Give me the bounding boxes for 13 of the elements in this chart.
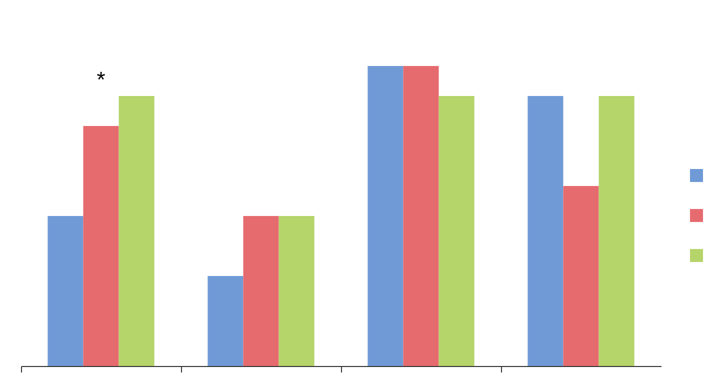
bar <box>118 96 154 366</box>
bar <box>83 126 119 366</box>
bar <box>528 96 564 366</box>
bar <box>278 216 314 366</box>
annotation: * <box>96 67 106 92</box>
bar <box>403 66 439 366</box>
bar <box>598 96 634 366</box>
bar <box>208 276 244 366</box>
bar <box>48 216 84 366</box>
bar <box>563 186 599 366</box>
bar <box>438 96 474 366</box>
bar <box>368 66 404 366</box>
bar <box>243 216 279 366</box>
